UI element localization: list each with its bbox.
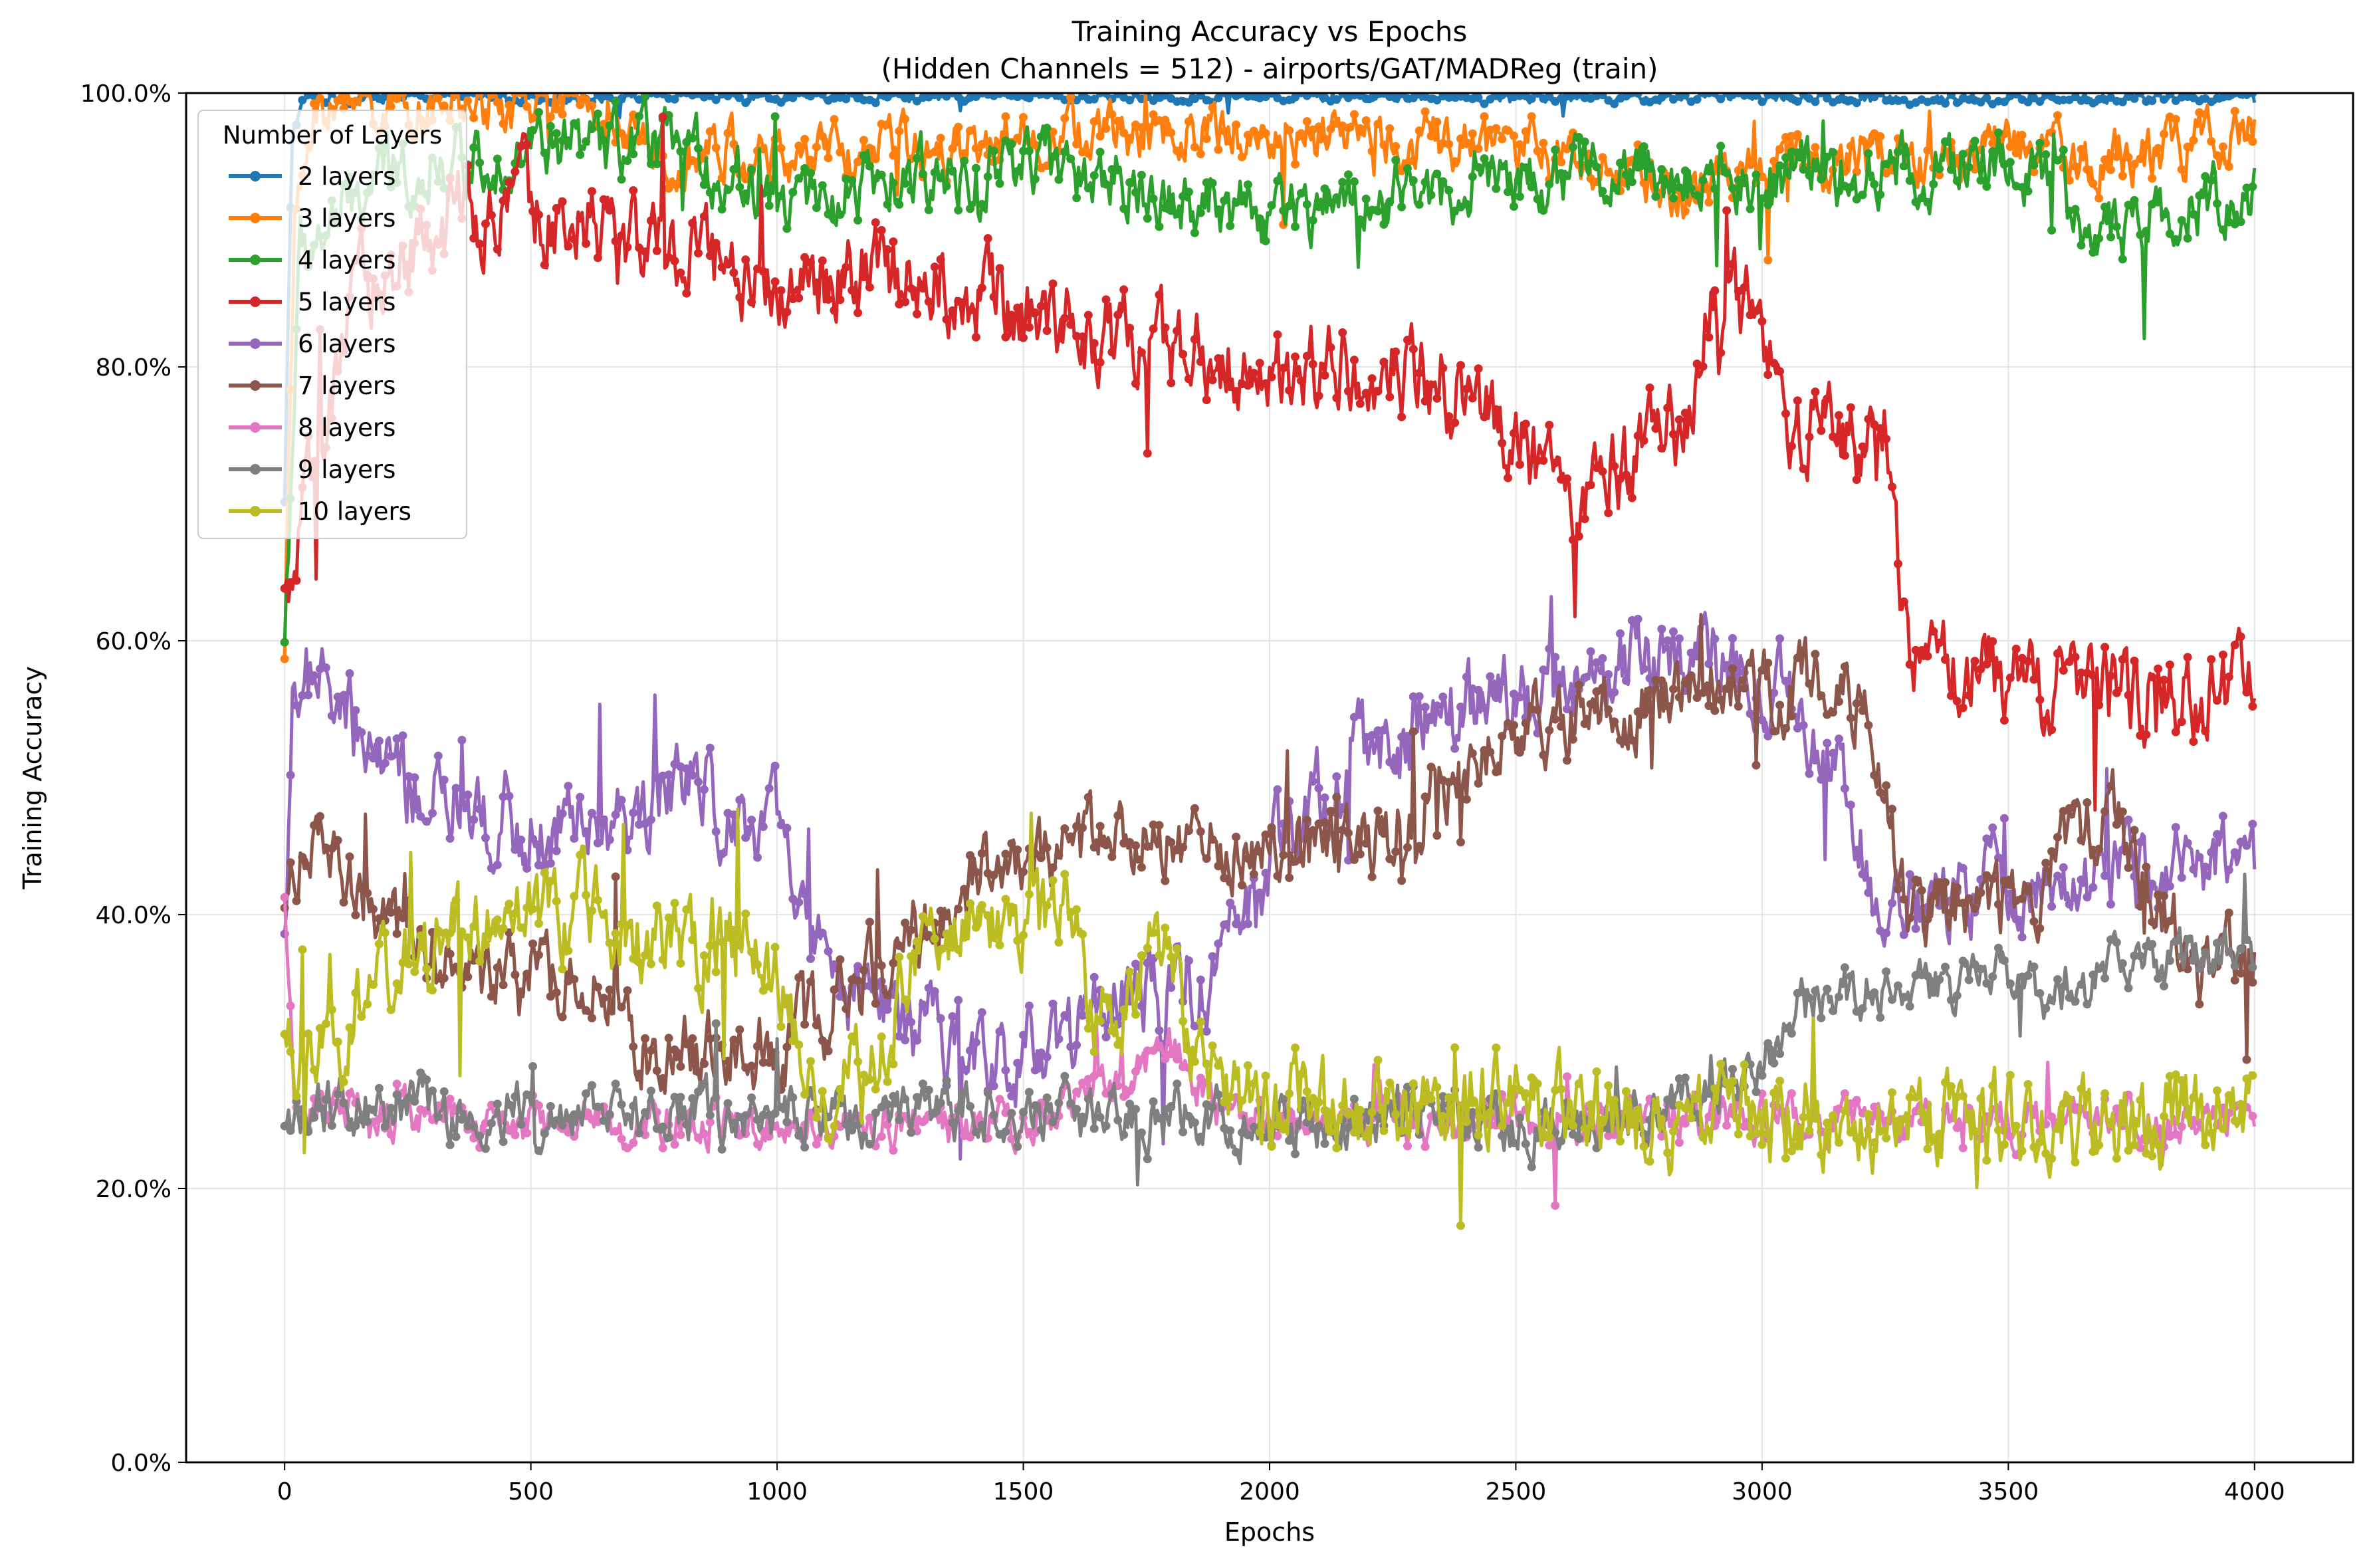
x-tick-label: 500 [508, 1478, 554, 1506]
x-tick-label: 4000 [2224, 1478, 2285, 1506]
x-tick-label: 1000 [746, 1478, 808, 1506]
series-markers [280, 935, 2257, 1172]
y-tick-label: 80.0% [96, 354, 171, 382]
legend-label: 8 layers [298, 413, 396, 442]
x-tick-label: 1500 [993, 1478, 1054, 1506]
legend-label: 10 layers [298, 497, 411, 526]
axis-ticks: 0 500 1000 1500 2000 2500 3000 3500 4000 0.0% 20.0… [80, 80, 2285, 1506]
y-axis-label: Training Accuracy [18, 666, 47, 890]
legend-swatch-marker [250, 380, 261, 391]
series-line [282, 115, 2257, 812]
legend-swatch-marker [250, 506, 261, 516]
legend-label: 9 layers [298, 455, 396, 484]
legend-swatch-marker [250, 422, 261, 433]
legend-entry: 9 layers [229, 455, 396, 484]
series-10-layers [280, 807, 2257, 1230]
series-3-layers [280, 93, 2257, 663]
legend-swatch-marker [250, 338, 261, 349]
series-markers [280, 93, 2257, 663]
series-7-layers [280, 613, 2257, 1095]
series-layer [280, 93, 2257, 1230]
legend-entry: 4 layers [229, 246, 396, 275]
legend-entry: 6 layers [229, 330, 396, 358]
y-tick-label: 20.0% [96, 1176, 171, 1203]
legend: Number of Layers 2 layers 3 layers 4 layer… [197, 110, 467, 539]
x-tick-label: 2000 [1239, 1478, 1300, 1506]
x-axis-label: Epochs [1224, 1517, 1315, 1547]
series-5-layers [280, 112, 2257, 812]
legend-swatch-marker [250, 213, 261, 223]
legend-entry: 7 layers [229, 372, 396, 400]
x-tick-label: 3000 [1732, 1478, 1793, 1506]
legend-label: 2 layers [298, 162, 396, 191]
y-tick-label: 40.0% [96, 902, 171, 929]
legend-label: 5 layers [298, 288, 396, 316]
series-markers [280, 112, 2257, 746]
chart-title: Training Accuracy vs Epochs [1072, 15, 1468, 48]
series-line [282, 807, 2256, 1228]
legend-title: Number of Layers [223, 121, 442, 150]
series-line [282, 613, 2257, 1095]
y-tick-label: 100.0% [80, 80, 171, 108]
series-4-layers [280, 93, 2257, 647]
legend-swatch-marker [250, 171, 261, 181]
legend-entry: 10 layers [229, 497, 411, 526]
legend-entry: 8 layers [229, 413, 396, 442]
chart-subtitle: (Hidden Channels = 512) - airports/GAT/M… [881, 53, 1658, 85]
legend-entry: 3 layers [229, 204, 396, 233]
series-markers [280, 93, 2257, 647]
legend-label: 7 layers [298, 372, 396, 400]
series-line [282, 93, 2257, 659]
legend-entry: 2 layers [229, 162, 396, 191]
legend-swatch-marker [250, 255, 261, 265]
series-line [282, 595, 2257, 1161]
legend-swatch-marker [250, 464, 261, 475]
legend-entry: 5 layers [229, 288, 396, 316]
legend-label: 6 layers [298, 330, 396, 358]
legend-entries: 2 layers 3 layers 4 layers 5 layers 6 layers… [229, 162, 411, 526]
x-tick-label: 0 [277, 1478, 292, 1506]
x-tick-label: 2500 [1486, 1478, 1547, 1506]
series-markers [280, 850, 2257, 1230]
x-tick-label: 3500 [1978, 1478, 2039, 1506]
y-tick-label: 60.0% [96, 628, 171, 655]
y-tick-label: 0.0% [111, 1450, 171, 1477]
legend-label: 3 layers [298, 204, 396, 233]
legend-swatch-marker [250, 296, 261, 307]
legend-label: 4 layers [298, 246, 396, 275]
